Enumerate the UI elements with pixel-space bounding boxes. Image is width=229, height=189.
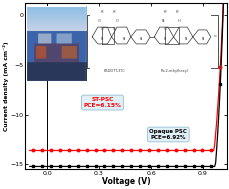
Text: ST-PSC
PCE=6.15%: ST-PSC PCE=6.15% — [83, 97, 121, 108]
Y-axis label: Current density (mA cm⁻²): Current density (mA cm⁻²) — [3, 41, 9, 131]
Text: Opaque PSC
PCE=6.92%: Opaque PSC PCE=6.92% — [149, 129, 186, 140]
X-axis label: Voltage (V): Voltage (V) — [101, 177, 150, 186]
